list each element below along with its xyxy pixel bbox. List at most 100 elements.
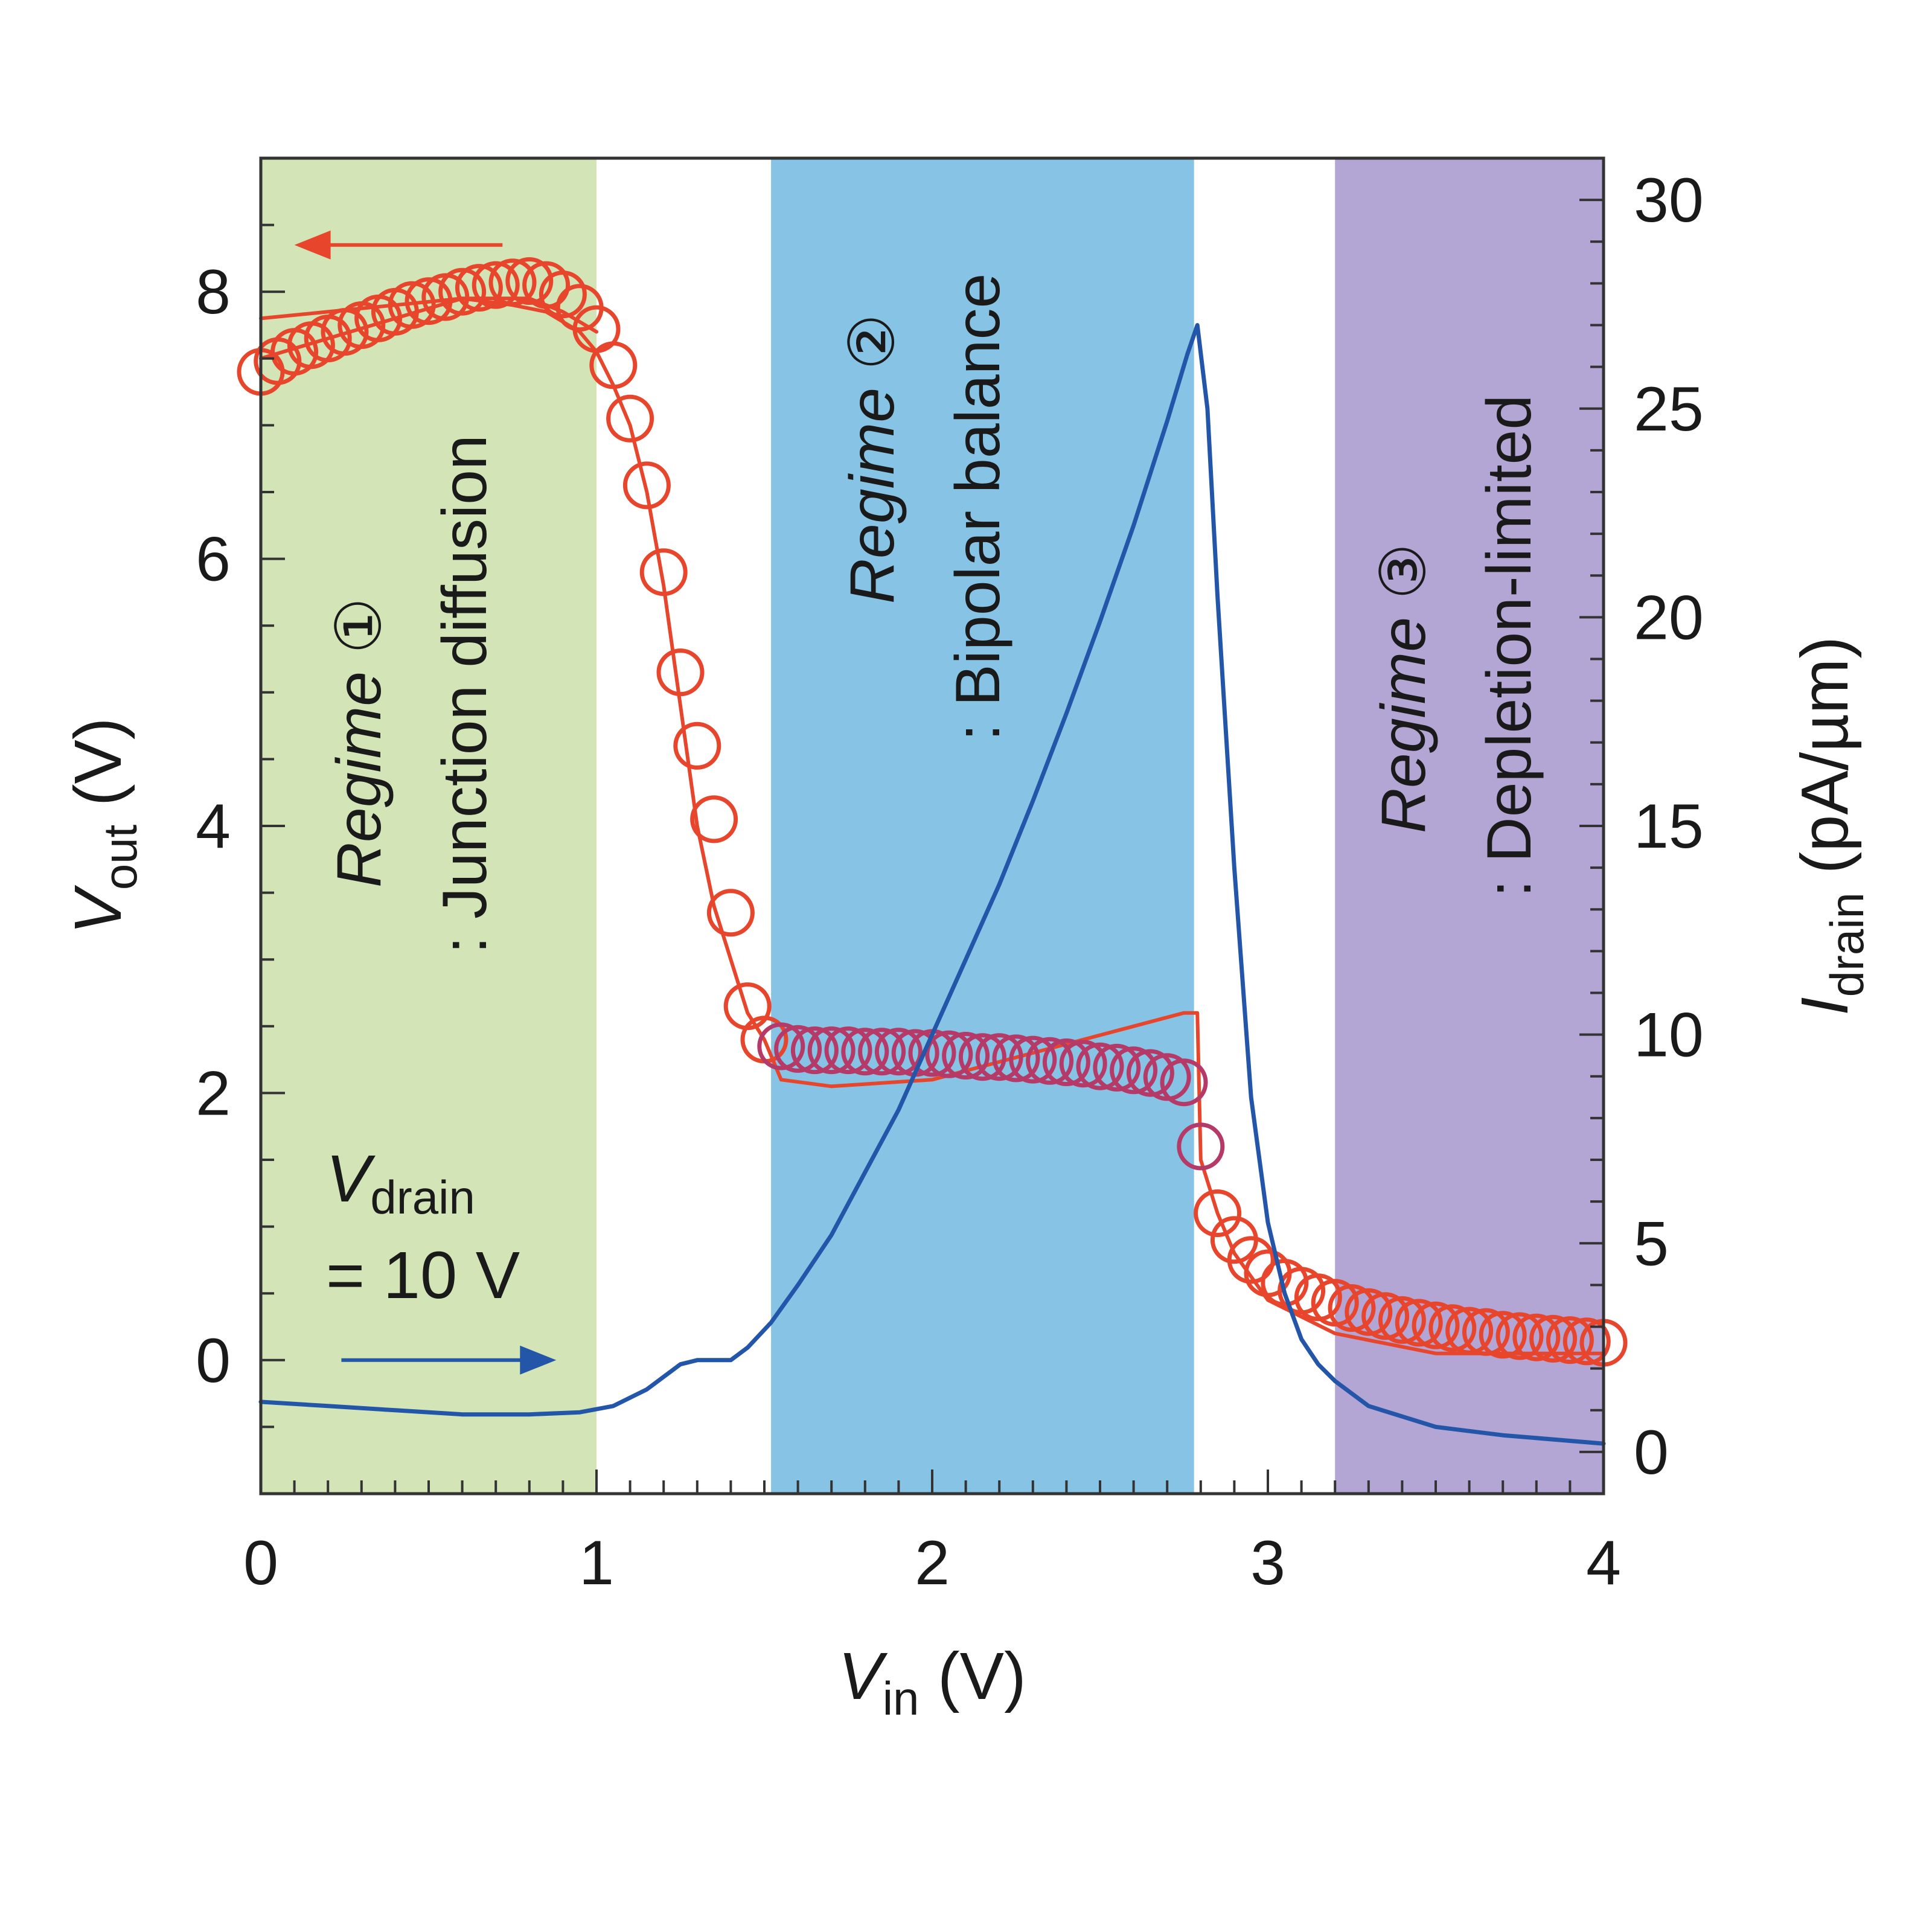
y-right-tick-label: 5 [1634, 1209, 1669, 1279]
data-point [690, 795, 738, 843]
series-3-markers [237, 257, 1628, 1367]
data-point [1512, 1313, 1561, 1361]
data-point [958, 1033, 1006, 1081]
x-axis-title: Vin (V) [838, 1639, 1026, 1725]
data-point [1076, 1042, 1124, 1090]
y-right-axis-title: Idrain (pA/µm) [1788, 636, 1873, 1016]
x-tick-label: 3 [1250, 1528, 1285, 1598]
data-point [1395, 1299, 1443, 1347]
regime-2-description: : Bipolar balance [943, 273, 1013, 741]
data-point [824, 1026, 872, 1075]
data-point [1462, 1308, 1510, 1356]
data-point [992, 1034, 1040, 1083]
frame-layer [259, 156, 1605, 1495]
regime-band-3 [1335, 158, 1604, 1494]
regime-band-2 [771, 158, 1194, 1494]
data-point [1428, 1304, 1477, 1352]
data-point [639, 548, 688, 597]
data-point [1042, 1038, 1090, 1086]
y-right-axis-title-unit: (pA/µm) [1788, 636, 1862, 892]
data-point [942, 1032, 990, 1080]
data-point [841, 1028, 889, 1076]
vdrain-main: V [326, 1142, 376, 1216]
data-point [1529, 1314, 1578, 1363]
data-point [975, 1033, 1023, 1081]
data-point [505, 257, 554, 305]
data-point [807, 1026, 856, 1075]
regime-3-number: ③ [1369, 543, 1439, 600]
data-point [1345, 1288, 1393, 1336]
data-point [1110, 1046, 1158, 1095]
y-right-tick-label: 15 [1634, 792, 1704, 862]
data-point [858, 1028, 906, 1076]
x-axis-title-main: V [838, 1639, 888, 1713]
regime-2-name: Regime [837, 388, 907, 604]
data-point [790, 1026, 839, 1075]
y-left-axis-title-main: V [61, 885, 135, 935]
data-point [1328, 1284, 1376, 1332]
y-right-tick-label: 0 [1634, 1418, 1669, 1488]
regime-1-description: : Junction diffusion [430, 435, 500, 954]
data-point [723, 982, 772, 1031]
data-point [1495, 1312, 1544, 1360]
vdrain-annotation-line2: = 10 V [326, 1238, 520, 1313]
vdrain-annotation-line1: Vdrain [326, 1142, 475, 1224]
data-point [673, 721, 721, 770]
axis-arrow-left [294, 230, 503, 260]
x-tick-label: 2 [915, 1528, 950, 1598]
data-point [1546, 1316, 1594, 1364]
data-point [539, 270, 587, 319]
series-layer [237, 257, 1628, 1446]
data-point [1194, 1189, 1242, 1237]
y-right-axis-title-sub: drain [1820, 892, 1873, 997]
data-point [1445, 1307, 1494, 1355]
data-point [388, 281, 436, 329]
regime-2-space [837, 370, 907, 388]
data-point [472, 261, 520, 309]
data-point [1479, 1311, 1527, 1359]
regime-1-title: Regime ① [324, 598, 394, 888]
data-point [1563, 1317, 1611, 1366]
y-left-tick-label: 2 [196, 1058, 231, 1128]
y-right-tick-label: 25 [1634, 374, 1704, 444]
regime-3-name: Regime [1369, 617, 1439, 833]
y-left-tick-label: 6 [196, 525, 231, 595]
arrow-head [294, 230, 331, 260]
data-point [1059, 1040, 1107, 1088]
data-point [774, 1025, 822, 1073]
x-tick-label: 0 [243, 1528, 278, 1598]
y-left-axis-title-unit: (V) [61, 717, 135, 824]
data-point [488, 258, 537, 307]
data-point [1009, 1035, 1057, 1084]
data-point [1126, 1049, 1174, 1097]
y-left-tick-label: 8 [196, 257, 231, 327]
data-point [925, 1030, 973, 1078]
regime-3-space [1369, 600, 1439, 617]
data-point [455, 264, 503, 312]
vdrain-sub: drain [370, 1171, 475, 1224]
arrow-head [520, 1345, 557, 1375]
data-point [405, 277, 453, 325]
y-left-tick-label: 0 [196, 1326, 231, 1396]
data-point [1026, 1037, 1074, 1085]
data-point [1227, 1236, 1275, 1284]
y-right-tick-label: 20 [1634, 583, 1704, 653]
data-point [589, 341, 638, 389]
regime-2-number: ② [837, 314, 907, 370]
regime-3-description: : Depletion-limited [1474, 395, 1544, 897]
data-point [622, 461, 671, 510]
y-right-tick-label: 10 [1634, 1000, 1704, 1070]
data-point [606, 394, 654, 443]
y-left-tick-label: 4 [196, 792, 231, 862]
y-left-axis-title-sub: out [94, 824, 147, 890]
regime-3-title: Regime ③ [1369, 543, 1439, 834]
regime-1-name: Regime [324, 671, 394, 888]
y-left-axis-title: Vout (V) [61, 717, 147, 934]
regime-1-space [324, 654, 394, 671]
regime-2-title: Regime ② [837, 314, 907, 604]
data-point [706, 889, 755, 937]
y-right-tick-label: 30 [1634, 165, 1704, 235]
x-axis-title-unit: (V) [919, 1639, 1026, 1713]
